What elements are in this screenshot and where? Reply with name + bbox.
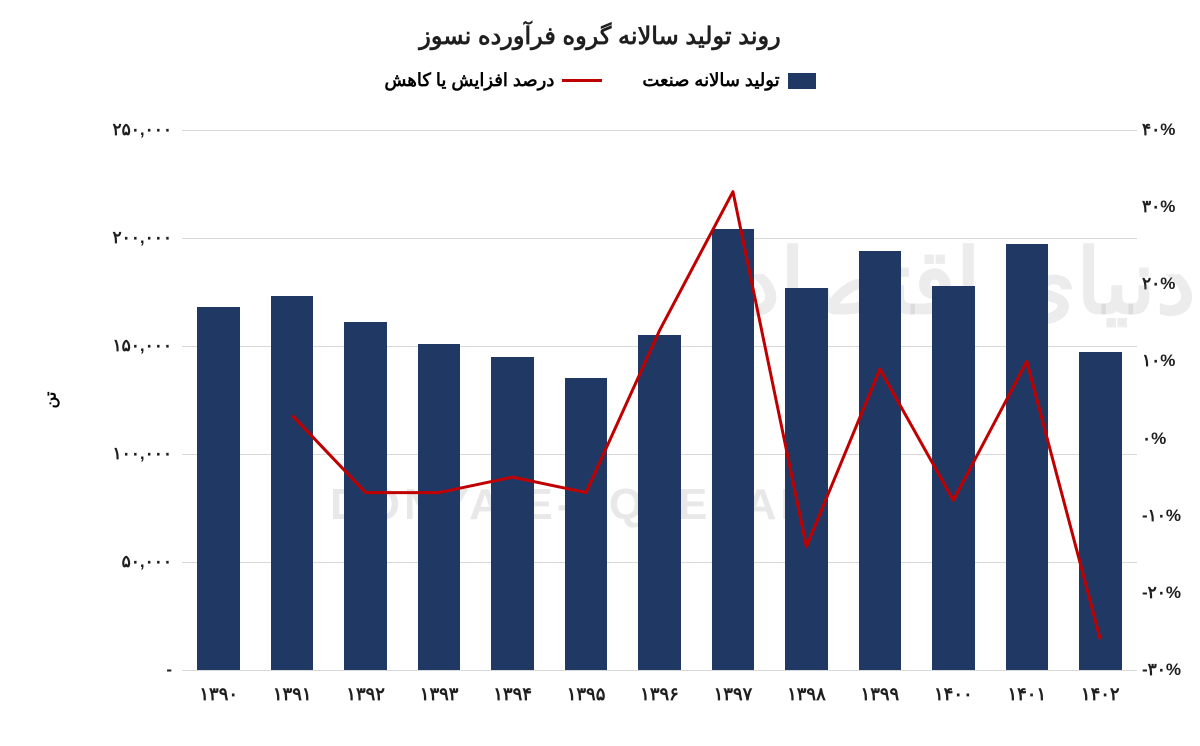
x-tick-label: ۱۳۹۵	[567, 684, 606, 705]
y-left-tick-label: ۱۵۰,۰۰۰	[92, 336, 172, 356]
legend: تولید سالانه صنعت درصد افزایش یا کاهش	[0, 70, 1200, 91]
plot-area: -۵۰,۰۰۰۱۰۰,۰۰۰۱۵۰,۰۰۰۲۰۰,۰۰۰۲۵۰,۰۰۰ -۳۰%…	[182, 130, 1137, 670]
y-left-tick-label: -	[92, 660, 172, 680]
y-right-tick-label: -۲۰%	[1142, 583, 1197, 603]
y-axis-left: -۵۰,۰۰۰۱۰۰,۰۰۰۱۵۰,۰۰۰۲۰۰,۰۰۰۲۵۰,۰۰۰	[92, 130, 172, 670]
x-tick-label: ۱۳۹۰	[199, 684, 238, 705]
line-series	[182, 130, 1137, 670]
y-right-tick-label: ۲۰%	[1142, 274, 1197, 294]
x-tick-label: ۱۳۹۴	[493, 684, 532, 705]
chart-title: روند تولید سالانه گروه فرآورده نسوز	[0, 22, 1200, 51]
line-path	[292, 192, 1100, 639]
x-tick-label: ۱۳۹۱	[273, 684, 312, 705]
gridline	[182, 670, 1137, 671]
y-right-tick-label: -۳۰%	[1142, 660, 1197, 680]
y-left-tick-label: ۲۵۰,۰۰۰	[92, 120, 172, 140]
y-right-tick-label: -۱۰%	[1142, 506, 1197, 526]
y-left-tick-label: ۱۰۰,۰۰۰	[92, 444, 172, 464]
y-right-tick-label: ۳۰%	[1142, 197, 1197, 217]
x-tick-label: ۱۳۹۷	[714, 684, 753, 705]
legend-item-bar: تولید سالانه صنعت	[642, 70, 815, 91]
chart-container: روند تولید سالانه گروه فرآورده نسوز تولی…	[0, 0, 1200, 746]
legend-swatch-line	[562, 79, 602, 82]
x-tick-label: ۱۳۹۲	[346, 684, 385, 705]
x-tick-label: ۱۳۹۶	[640, 684, 679, 705]
y-right-tick-label: ۴۰%	[1142, 120, 1197, 140]
x-tick-label: ۱۳۹۳	[420, 684, 459, 705]
x-tick-label: ۱۴۰۱	[1007, 684, 1046, 705]
y-axis-right: -۳۰%-۲۰%-۱۰%۰%۱۰%۲۰%۳۰%۴۰%	[1142, 130, 1197, 670]
x-tick-label: ۱۳۹۹	[861, 684, 900, 705]
legend-label-line: درصد افزایش یا کاهش	[384, 70, 554, 91]
y-left-tick-label: ۲۰۰,۰۰۰	[92, 228, 172, 248]
y-axis-title: تن	[40, 392, 60, 409]
legend-swatch-bar	[788, 73, 816, 89]
legend-item-line: درصد افزایش یا کاهش	[384, 70, 602, 91]
legend-label-bar: تولید سالانه صنعت	[642, 70, 779, 91]
x-tick-label: ۱۴۰۰	[934, 684, 973, 705]
x-tick-label: ۱۳۹۸	[787, 684, 826, 705]
y-right-tick-label: ۰%	[1142, 429, 1197, 449]
y-right-tick-label: ۱۰%	[1142, 351, 1197, 371]
y-left-tick-label: ۵۰,۰۰۰	[92, 552, 172, 572]
x-tick-label: ۱۴۰۲	[1081, 684, 1120, 705]
